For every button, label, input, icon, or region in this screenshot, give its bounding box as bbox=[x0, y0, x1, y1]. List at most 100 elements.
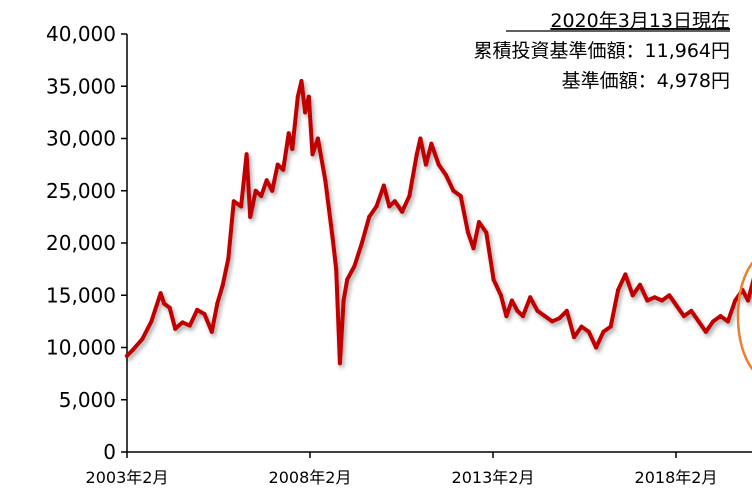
y-tick-label: 10,000 bbox=[46, 336, 116, 360]
data-point bbox=[352, 264, 357, 268]
data-point bbox=[746, 298, 750, 303]
data-point bbox=[711, 319, 716, 324]
data-point bbox=[703, 329, 708, 334]
data-point bbox=[253, 188, 258, 193]
data-point bbox=[315, 136, 320, 141]
data-point bbox=[652, 295, 657, 300]
data-point bbox=[259, 194, 264, 198]
data-point bbox=[594, 345, 599, 350]
data-point bbox=[572, 335, 577, 340]
data-point bbox=[248, 214, 253, 219]
y-tick-label: 25,000 bbox=[46, 179, 116, 203]
data-point bbox=[535, 308, 540, 313]
data-point bbox=[367, 214, 372, 219]
data-point bbox=[392, 199, 397, 204]
data-point bbox=[579, 324, 584, 329]
data-point bbox=[359, 241, 364, 245]
data-point bbox=[167, 305, 172, 310]
data-point bbox=[295, 94, 300, 99]
y-tick-label: 40,000 bbox=[46, 22, 116, 46]
data-point bbox=[630, 293, 635, 298]
data-point bbox=[264, 178, 269, 183]
data-point bbox=[509, 298, 514, 303]
data-point bbox=[484, 230, 489, 235]
highlight-ellipse bbox=[736, 261, 752, 371]
y-tick-label: 5,000 bbox=[59, 388, 116, 412]
data-point bbox=[381, 183, 386, 188]
data-point bbox=[564, 308, 569, 313]
data-point bbox=[451, 188, 456, 193]
data-point bbox=[180, 320, 185, 325]
y-tick-label: 0 bbox=[103, 440, 116, 464]
data-point bbox=[374, 204, 379, 209]
data-point bbox=[414, 152, 419, 157]
data-point bbox=[330, 235, 335, 240]
x-tick-label: 2003年2月 bbox=[86, 468, 169, 487]
data-point bbox=[638, 282, 642, 287]
data-point bbox=[286, 131, 291, 136]
data-point bbox=[290, 146, 295, 151]
x-axis: 2003年2月 2008年2月 2013年2月 2018年2月 bbox=[86, 451, 752, 487]
data-point bbox=[550, 319, 555, 324]
data-point bbox=[520, 314, 525, 319]
data-point bbox=[466, 230, 470, 235]
data-point bbox=[239, 204, 244, 209]
y-tick-label: 20,000 bbox=[46, 231, 116, 255]
data-point bbox=[195, 307, 200, 312]
data-point bbox=[471, 246, 476, 251]
data-point bbox=[528, 295, 533, 300]
annotation-cumulative-nav: 累積投資基準価額：11,964円 bbox=[474, 40, 730, 62]
data-point bbox=[429, 141, 434, 146]
data-point bbox=[667, 293, 672, 298]
data-point bbox=[645, 298, 650, 303]
series-layer bbox=[124, 79, 752, 366]
data-point bbox=[504, 314, 509, 319]
data-point bbox=[303, 110, 308, 115]
data-point bbox=[231, 199, 236, 204]
data-point bbox=[215, 301, 220, 306]
data-point bbox=[601, 329, 606, 334]
data-point bbox=[281, 167, 286, 172]
data-point bbox=[162, 301, 167, 306]
data-point bbox=[270, 188, 275, 193]
data-point bbox=[187, 323, 192, 328]
annotation-nav: 基準価額：4,978円 bbox=[562, 70, 730, 92]
data-point bbox=[718, 314, 723, 319]
data-point bbox=[557, 316, 562, 321]
data-point bbox=[124, 353, 129, 358]
data-point bbox=[202, 312, 207, 317]
data-point bbox=[337, 361, 342, 366]
data-point bbox=[149, 319, 154, 324]
data-point bbox=[306, 94, 311, 99]
data-point bbox=[458, 194, 463, 198]
series-line-0 bbox=[124, 79, 752, 366]
y-tick-label: 15,000 bbox=[46, 283, 116, 307]
data-point bbox=[244, 152, 249, 157]
data-point bbox=[498, 293, 503, 298]
data-point bbox=[725, 319, 730, 324]
y-tick-label: 30,000 bbox=[46, 127, 116, 151]
data-point bbox=[436, 162, 441, 167]
data-point bbox=[515, 308, 520, 313]
annotation-box: 2020年3月13日現在 累積投資基準価額：11,964円 基準価額：4,978… bbox=[474, 10, 730, 92]
data-point bbox=[542, 314, 547, 319]
y-tick-label: 35,000 bbox=[46, 74, 116, 98]
data-point bbox=[423, 162, 428, 167]
data-point bbox=[444, 173, 448, 178]
data-point bbox=[477, 220, 481, 225]
data-point bbox=[623, 272, 628, 277]
data-point bbox=[674, 303, 679, 308]
data-point bbox=[275, 162, 280, 167]
x-tick-label: 2018年2月 bbox=[635, 468, 718, 487]
data-point bbox=[220, 282, 225, 287]
data-point bbox=[681, 314, 686, 319]
data-point bbox=[158, 291, 163, 296]
data-point bbox=[407, 194, 412, 198]
data-point bbox=[209, 329, 214, 334]
data-point bbox=[400, 209, 405, 214]
data-point bbox=[418, 136, 423, 141]
data-point bbox=[323, 178, 328, 183]
data-point bbox=[131, 347, 136, 352]
data-point bbox=[387, 204, 392, 209]
